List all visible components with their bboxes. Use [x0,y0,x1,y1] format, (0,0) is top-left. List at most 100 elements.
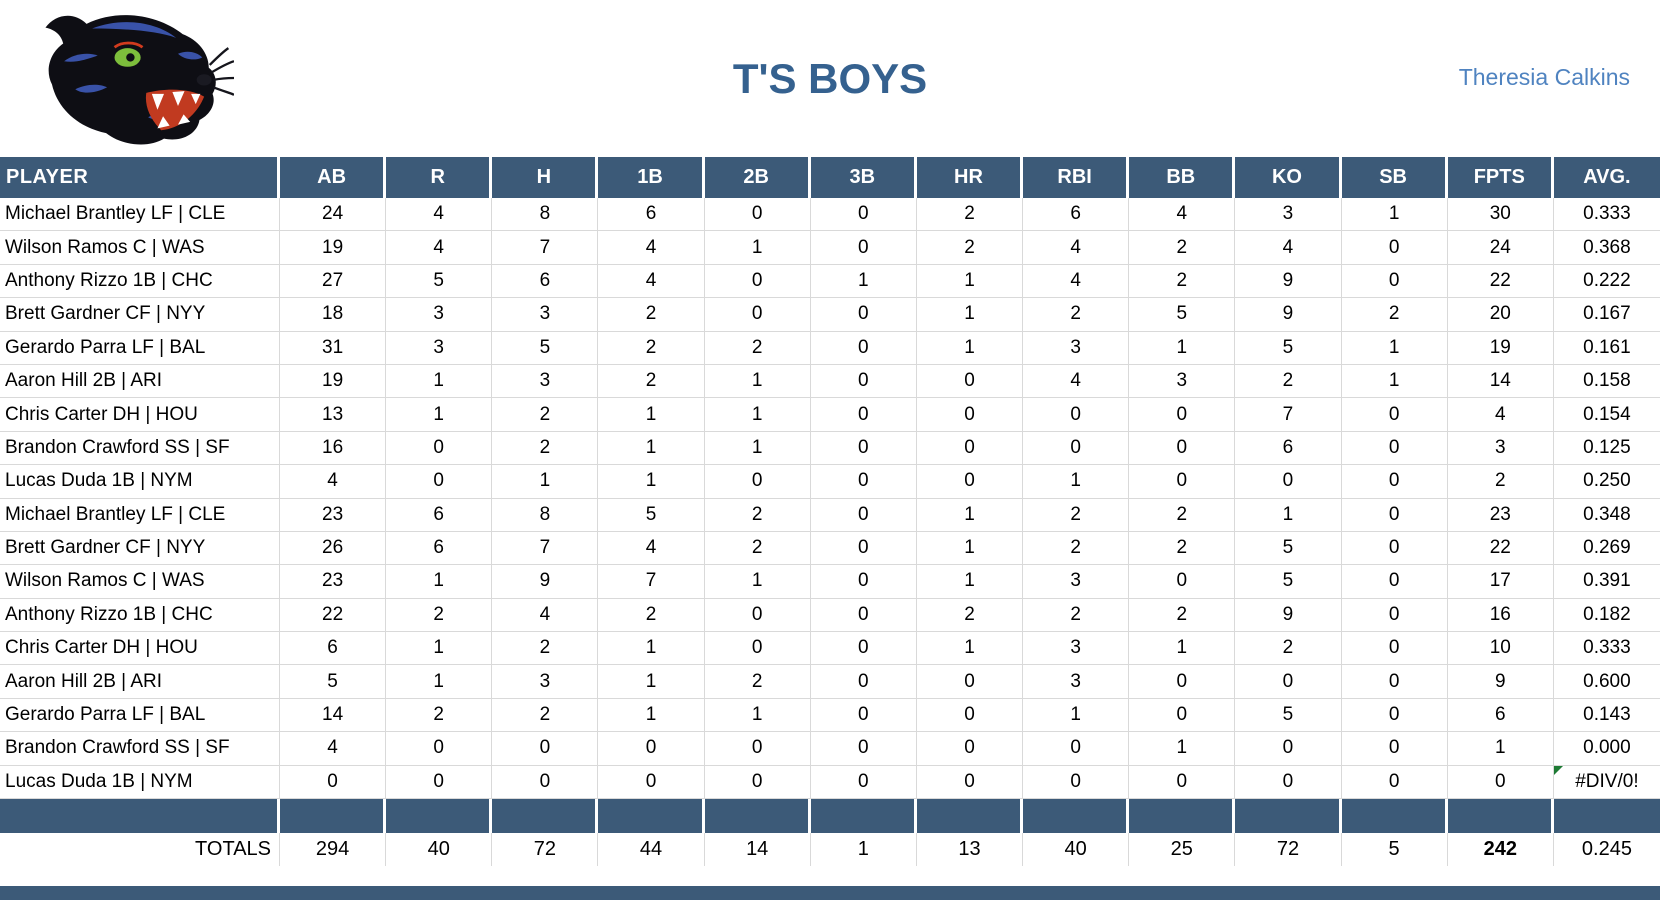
cell-h[interactable]: 2 [492,431,599,466]
cell-player[interactable]: Lucas Duda 1B | NYM [0,765,280,800]
cell-hr[interactable]: 1 [916,298,1024,332]
cell-r[interactable]: 0 [386,765,493,800]
cell-2b[interactable]: 1 [704,565,811,599]
total-avg[interactable]: 0.245 [1553,833,1660,867]
cell-r[interactable]: 3 [386,298,493,332]
cell-avg[interactable]: 0.125 [1553,431,1660,466]
cell-ko[interactable]: 0 [1235,765,1342,800]
cell-1b[interactable]: 1 [598,665,705,699]
cell-ko[interactable]: 5 [1235,331,1342,365]
column-header-3b[interactable]: 3B [810,157,917,198]
cell-h[interactable]: 2 [492,398,599,432]
column-header-hr[interactable]: HR [916,157,1024,198]
cell-avg[interactable]: 0.368 [1553,231,1660,265]
cell-rbi[interactable]: 1 [1023,698,1130,733]
cell-rbi[interactable]: 0 [1023,398,1130,432]
cell-h[interactable]: 0 [492,732,599,766]
cell-hr[interactable]: 0 [916,431,1024,466]
cell-ko[interactable]: 6 [1235,431,1342,466]
cell-ko[interactable]: 9 [1235,298,1342,332]
cell-avg[interactable]: 0.143 [1553,698,1660,733]
cell-sb[interactable]: 0 [1341,732,1448,766]
cell-3b[interactable]: 0 [810,198,917,232]
cell-sb[interactable]: 0 [1341,398,1448,432]
cell-3b[interactable]: 0 [810,732,917,766]
cell-avg[interactable]: 0.222 [1553,264,1660,299]
cell-2b[interactable]: 1 [704,364,811,399]
cell-avg[interactable]: 0.391 [1553,565,1660,599]
cell-ko[interactable]: 0 [1235,465,1342,499]
cell-bb[interactable]: 0 [1129,465,1236,499]
cell-3b[interactable]: 0 [810,431,917,466]
cell-1b[interactable]: 1 [598,398,705,432]
cell-1b[interactable]: 6 [598,198,705,232]
cell-r[interactable]: 5 [386,264,493,299]
cell-rbi[interactable]: 3 [1023,331,1130,365]
cell-hr[interactable]: 1 [916,565,1024,599]
cell-ko[interactable]: 4 [1235,231,1342,265]
cell-avg[interactable]: 0.182 [1553,598,1660,633]
cell-r[interactable]: 0 [386,465,493,499]
cell-2b[interactable]: 0 [704,765,811,800]
cell-fpts[interactable]: 20 [1447,298,1554,332]
total-ab[interactable]: 294 [280,833,387,867]
column-header-sb[interactable]: SB [1341,157,1448,198]
cell-3b[interactable]: 0 [810,465,917,499]
cell-bb[interactable]: 5 [1129,298,1236,332]
cell-sb[interactable]: 1 [1341,364,1448,399]
cell-bb[interactable]: 2 [1129,498,1236,532]
cell-2b[interactable]: 0 [704,465,811,499]
cell-h[interactable]: 6 [492,264,599,299]
cell-avg[interactable]: 0.161 [1553,331,1660,365]
cell-r[interactable]: 0 [386,732,493,766]
cell-rbi[interactable]: 3 [1023,565,1130,599]
cell-1b[interactable]: 7 [598,565,705,599]
cell-ko[interactable]: 5 [1235,565,1342,599]
column-header-rbi[interactable]: RBI [1023,157,1130,198]
cell-bb[interactable]: 1 [1129,331,1236,365]
cell-avg[interactable]: 0.167 [1553,298,1660,332]
team-title-cell[interactable]: T'S BOYS [732,54,928,102]
cell-rbi[interactable]: 4 [1023,231,1130,265]
cell-avg[interactable]: 0.269 [1553,531,1660,566]
cell-ko[interactable]: 1 [1235,498,1342,532]
cell-3b[interactable]: 0 [810,398,917,432]
cell-h[interactable]: 3 [492,298,599,332]
cell-sb[interactable]: 0 [1341,498,1448,532]
cell-avg[interactable]: 0.600 [1553,665,1660,699]
owner-name-cell[interactable]: Theresia Calkins [1458,64,1630,90]
cell-player[interactable]: Wilson Ramos C | WAS [0,565,280,599]
cell-r[interactable]: 6 [386,531,493,566]
cell-2b[interactable]: 2 [704,331,811,365]
cell-sb[interactable]: 0 [1341,765,1448,800]
cell-ko[interactable]: 0 [1235,732,1342,766]
cell-fpts[interactable]: 16 [1447,598,1554,633]
cell-2b[interactable]: 1 [704,398,811,432]
cell-bb[interactable]: 2 [1129,598,1236,633]
cell-1b[interactable]: 4 [598,264,705,299]
cell-3b[interactable]: 0 [810,598,917,633]
total-hr[interactable]: 13 [916,833,1024,867]
cell-hr[interactable]: 1 [916,264,1024,299]
cell-2b[interactable]: 1 [704,698,811,733]
cell-2b[interactable]: 0 [704,632,811,666]
cell-rbi[interactable]: 0 [1023,431,1130,466]
cell-fpts[interactable]: 3 [1447,431,1554,466]
cell-1b[interactable]: 1 [598,698,705,733]
cell-ko[interactable]: 2 [1235,364,1342,399]
cell-sb[interactable]: 0 [1341,465,1448,499]
cell-h[interactable]: 2 [492,632,599,666]
cell-player[interactable]: Chris Carter DH | HOU [0,398,280,432]
cell-1b[interactable]: 1 [598,465,705,499]
cell-2b[interactable]: 0 [704,264,811,299]
cell-ab[interactable]: 19 [280,231,387,265]
cell-player[interactable]: Aaron Hill 2B | ARI [0,364,280,399]
cell-ab[interactable]: 31 [280,331,387,365]
totals-label[interactable]: TOTALS [0,833,280,867]
cell-sb[interactable]: 0 [1341,565,1448,599]
cell-fpts[interactable]: 22 [1447,531,1554,566]
cell-r[interactable]: 1 [386,364,493,399]
cell-1b[interactable]: 4 [598,531,705,566]
cell-rbi[interactable]: 6 [1023,198,1130,232]
cell-bb[interactable]: 4 [1129,198,1236,232]
